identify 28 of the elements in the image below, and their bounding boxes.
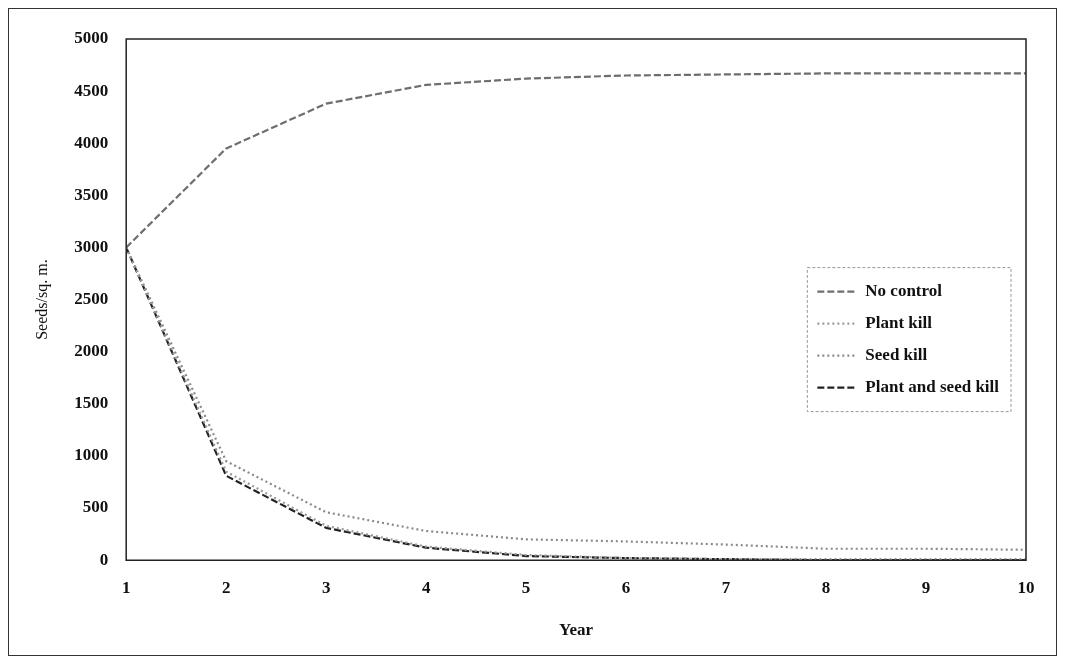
legend-label: Plant kill: [865, 312, 933, 332]
x-tick-label: 10: [1017, 577, 1035, 597]
legend-label: Seed kill: [865, 344, 928, 364]
x-tick-label: 7: [721, 577, 731, 597]
y-tick-label: 5000: [74, 28, 109, 48]
y-tick-label: 500: [82, 497, 109, 517]
x-tick-label: 3: [321, 577, 331, 597]
y-tick-label: 0: [99, 549, 109, 569]
x-tick-label: 1: [121, 577, 131, 597]
x-tick-label: 8: [821, 577, 831, 597]
x-tick-label: 5: [521, 577, 531, 597]
y-tick-label: 4500: [74, 80, 109, 100]
y-tick-label: 3000: [74, 236, 109, 256]
line-series: [126, 72, 1026, 249]
x-axis-title: Year: [559, 620, 594, 640]
y-tick-label: 3500: [74, 184, 109, 204]
legend-label: Plant and seed kill: [865, 376, 1000, 396]
x-tick-label: 2: [221, 577, 231, 597]
legend-label: No control: [865, 280, 943, 300]
y-tick-label: 1500: [74, 393, 109, 413]
y-axis-title: Seeds/sq. m.: [32, 259, 51, 340]
x-tick-label: 4: [421, 577, 431, 597]
y-tick-label: 1000: [74, 445, 109, 465]
y-tick-label: 4000: [74, 132, 109, 152]
y-tick-label: 2000: [74, 341, 109, 361]
x-tick-label: 6: [621, 577, 631, 597]
y-tick-label: 2500: [74, 288, 109, 308]
x-tick-label: 9: [921, 577, 931, 597]
